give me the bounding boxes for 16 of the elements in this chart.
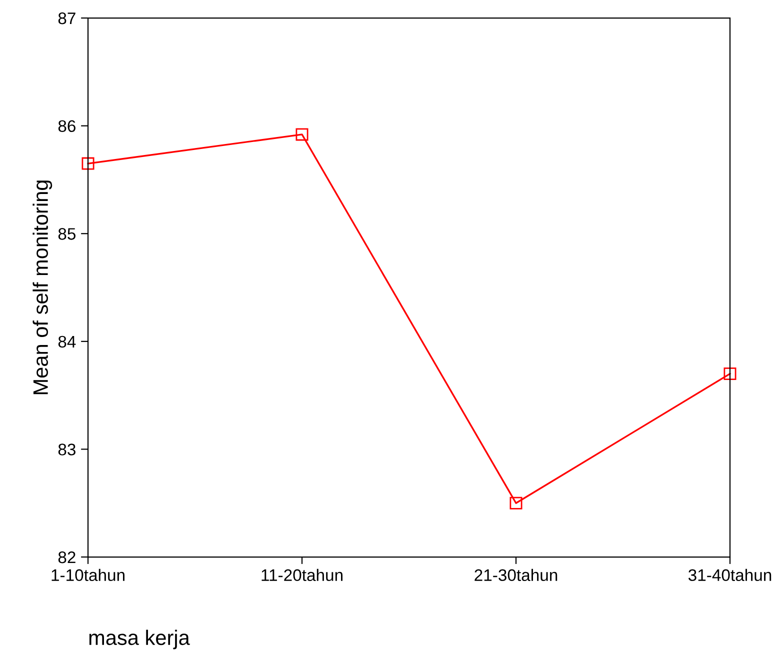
point bbox=[724, 368, 736, 380]
y-tick-label: 85 bbox=[58, 228, 76, 240]
y-tick-label: 86 bbox=[58, 120, 76, 132]
point bbox=[82, 157, 94, 170]
y-tick-label: 84 bbox=[58, 336, 76, 348]
x-tick-label: 1-10tahun bbox=[52, 568, 124, 582]
y-tick-label: 82 bbox=[58, 551, 76, 564]
y-axis-title: Mean of self monitoring bbox=[32, 180, 52, 394]
x-tick-label: 31-40tahun bbox=[688, 568, 772, 582]
x-tick-label: 21-30tahun bbox=[474, 568, 558, 582]
y-tick-label: 83 bbox=[58, 444, 76, 456]
y-tick-label: 87 bbox=[58, 12, 76, 24]
x-axis-title: masa kerja bbox=[89, 630, 190, 650]
point bbox=[510, 496, 522, 510]
point bbox=[296, 128, 308, 141]
x-tick-label: 11-20tahun bbox=[262, 568, 342, 582]
